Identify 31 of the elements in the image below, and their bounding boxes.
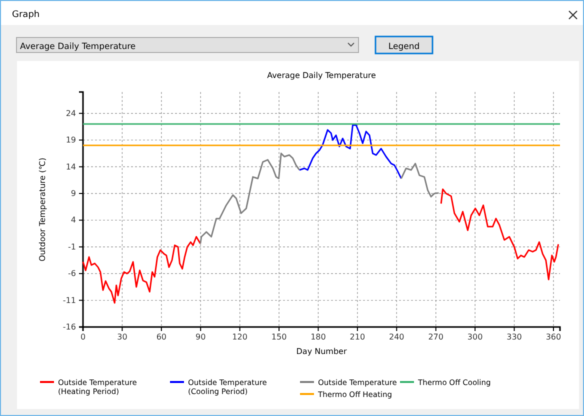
y-tick-label: 24 bbox=[66, 108, 76, 118]
x-tick-label: 180 bbox=[310, 332, 326, 342]
x-tick-label: 360 bbox=[546, 332, 562, 342]
y-tick-label: -16 bbox=[62, 322, 76, 332]
y-tick-label: 19 bbox=[66, 136, 76, 145]
y-tick-label: -1 bbox=[68, 242, 76, 252]
x-tick-label: 300 bbox=[467, 332, 483, 342]
x-tick-label: 90 bbox=[196, 332, 206, 342]
line-series bbox=[298, 124, 402, 180]
y-tick-label: 14 bbox=[66, 162, 76, 172]
y-axis-title: Outdoor Temperature (℃) bbox=[38, 158, 47, 262]
y-tick-label: 9 bbox=[70, 189, 76, 198]
line-series bbox=[440, 188, 560, 280]
x-tick-label: 60 bbox=[156, 332, 167, 342]
x-tick-label: 270 bbox=[428, 332, 444, 342]
x-tick-label: 120 bbox=[232, 332, 248, 342]
y-tick-label: 4 bbox=[70, 216, 76, 225]
x-tick-label: 30 bbox=[117, 332, 128, 342]
line-series bbox=[82, 236, 202, 304]
chart-title: Average Daily Temperature bbox=[267, 71, 376, 80]
x-tick-label: 210 bbox=[350, 332, 366, 342]
x-tick-label: 150 bbox=[271, 332, 287, 342]
y-tick-label: -6 bbox=[68, 269, 76, 278]
dropdown: Average Daily Temperature bbox=[16, 37, 359, 53]
y-tick-label: -11 bbox=[62, 296, 76, 305]
x-tick-label: 0 bbox=[80, 332, 86, 342]
x-tick-label: 330 bbox=[506, 332, 522, 342]
x-axis-title: Day Number bbox=[296, 347, 348, 356]
button: Legend bbox=[374, 36, 434, 54]
x-tick-label: 240 bbox=[389, 332, 404, 342]
text: Graph bbox=[12, 10, 40, 20]
